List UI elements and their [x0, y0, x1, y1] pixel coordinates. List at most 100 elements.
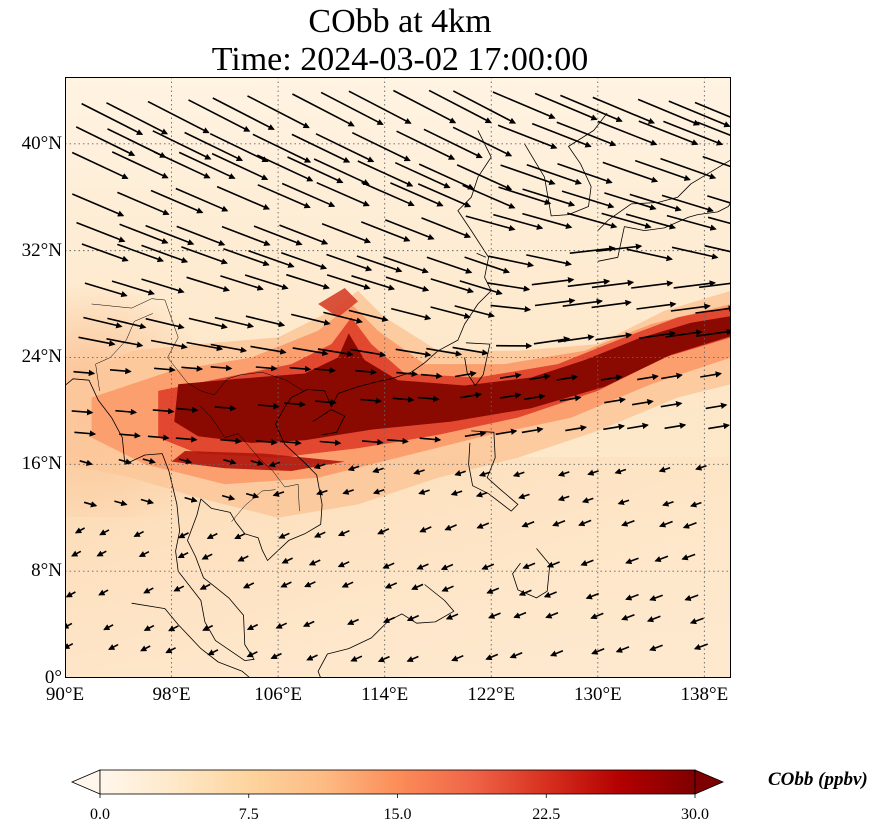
wind-vector-258	[450, 489, 463, 496]
coastline-layer	[65, 112, 731, 678]
wind-vector-238	[413, 468, 425, 475]
wind-vector-89	[522, 212, 573, 229]
wind-vector-263	[617, 498, 630, 506]
border-3	[91, 298, 165, 309]
wind-vector-349	[306, 654, 318, 661]
wind-vector-110	[596, 243, 643, 252]
wind-vector-82	[279, 224, 329, 245]
wind-vector-320	[625, 593, 639, 601]
wind-vector-124	[430, 278, 475, 294]
wind-vector-88	[493, 213, 544, 230]
wind-vector-313	[384, 582, 398, 589]
wind-vector-85	[385, 219, 435, 240]
wind-vector-58	[117, 191, 170, 216]
coastline-10	[476, 252, 487, 258]
wind-vector-282	[621, 519, 635, 527]
wind-vector-299	[546, 561, 560, 568]
wind-vector-38	[71, 151, 129, 180]
wind-vector-240	[478, 470, 491, 477]
wind-vector-177	[289, 365, 312, 373]
wind-vector-256	[372, 488, 385, 495]
colorbar-title: CObb (ppbv)	[768, 769, 868, 790]
wind-vector-178	[314, 367, 336, 374]
wind-vector-169	[665, 329, 703, 338]
wind-vector-300	[580, 559, 594, 566]
wind-vector-31	[497, 124, 558, 150]
wind-vector-4	[212, 97, 275, 131]
wind-vector-43	[256, 154, 314, 182]
colorbar-tick-label-4: 30.0	[681, 806, 709, 823]
wind-vector-144	[454, 305, 495, 318]
wind-vector-279	[521, 520, 535, 528]
wind-vector-316	[486, 587, 500, 594]
wind-vector-112	[671, 246, 719, 260]
colorbar-extend-max	[694, 769, 725, 795]
wind-vector-151	[695, 305, 731, 314]
wind-vector-68	[462, 184, 516, 209]
map-title-line-1: CObb at 4km	[308, 3, 492, 40]
wind-vector-77	[119, 223, 169, 244]
wind-vector-57	[71, 193, 125, 217]
wind-vector-326	[168, 625, 179, 632]
wind-vector-157	[250, 345, 287, 355]
wind-vector-277	[444, 524, 457, 531]
wind-vector-174	[181, 365, 204, 372]
coastline-5	[317, 584, 455, 678]
wind-vector-336	[513, 611, 527, 619]
wind-vector-159	[317, 348, 354, 358]
wind-vector-171	[73, 369, 96, 377]
colorbar-tick-label-2: 15.0	[383, 806, 412, 823]
wind-vector-321	[649, 594, 663, 602]
wind-vector-6	[292, 93, 355, 127]
wind-vector-304	[65, 591, 76, 598]
wind-vector-356	[550, 650, 564, 657]
wind-vector-186	[600, 374, 623, 381]
wind-vector-228	[79, 459, 93, 466]
wind-vector-74	[661, 194, 714, 213]
wind-vector-187	[637, 373, 659, 381]
wind-vector-19	[75, 126, 136, 157]
wind-vector-352	[406, 655, 419, 663]
wind-vector-54	[634, 159, 691, 181]
wind-vector-265	[689, 501, 702, 508]
wind-vector-306	[143, 587, 154, 594]
wind-vector-266	[74, 527, 85, 534]
wind-vector-324	[103, 624, 114, 631]
wind-vector-232	[223, 458, 237, 465]
wind-vector-167	[595, 332, 633, 341]
wind-vector-221	[495, 428, 518, 436]
wind-vector-50	[500, 164, 556, 186]
wind-vector-325	[143, 624, 155, 632]
lon-tick-label-1: 98°E	[152, 684, 191, 705]
wind-vector-67	[417, 183, 472, 208]
wind-vector-163	[452, 346, 489, 356]
wind-vector-206	[631, 398, 654, 406]
wind-vector-59	[150, 189, 204, 214]
wind-vector-154	[150, 339, 188, 350]
wind-vector-45	[313, 158, 370, 185]
wind-vector-278	[476, 522, 490, 529]
wind-vector-78	[145, 224, 195, 246]
wind-vector-340	[646, 615, 661, 623]
lat-tick-label-2: 24°N	[21, 346, 62, 368]
wind-vector-280	[552, 520, 566, 527]
wind-vector-230	[142, 457, 156, 465]
wind-vector-24	[252, 133, 312, 163]
wind-vector-156	[210, 343, 248, 354]
wind-vector-236	[347, 465, 360, 472]
wind-vector-27	[351, 131, 411, 162]
coastline-9	[597, 159, 731, 231]
wind-vector-196	[284, 401, 306, 408]
wind-vector-190	[71, 408, 94, 416]
wind-vector-239	[454, 470, 466, 477]
wind-vector-222	[521, 426, 544, 434]
wind-vector-36	[663, 120, 724, 146]
wind-vector-213	[220, 437, 242, 445]
wind-vector-69	[498, 186, 552, 205]
wind-vector-254	[315, 489, 328, 496]
wind-vector-127	[531, 277, 575, 286]
gridline-layer	[65, 77, 731, 678]
wind-vector-22	[184, 131, 244, 162]
coastline-6	[131, 602, 251, 678]
wind-vector-250	[184, 496, 198, 503]
